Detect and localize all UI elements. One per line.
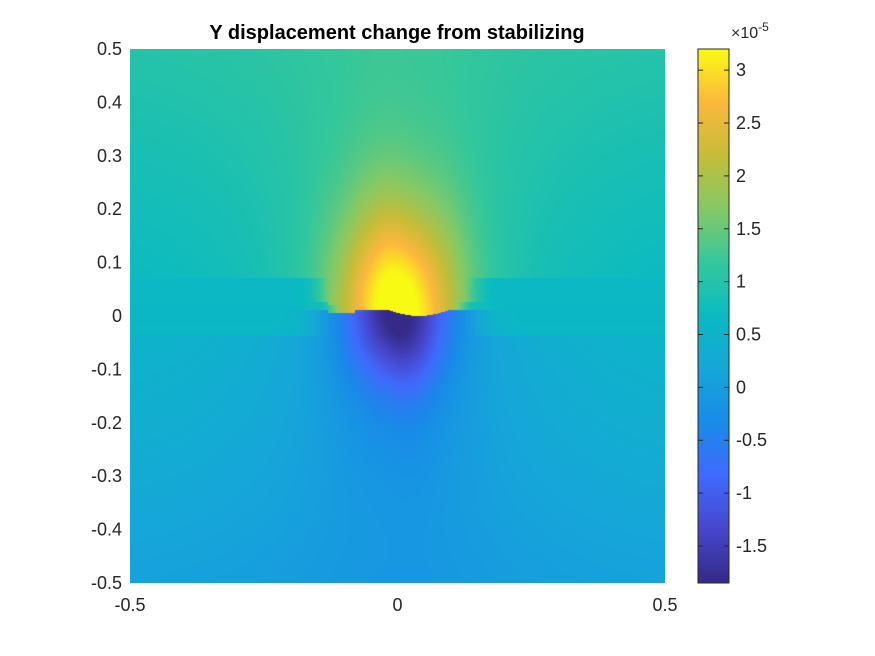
y-tick-label: -0.2	[91, 413, 122, 433]
chart-title: Y displacement change from stabilizing	[209, 22, 584, 44]
colorbar-scale	[697, 48, 730, 584]
colorbar: 3 2.5 2 1.5 1 0.5 0 -0.5 -1 -1.5 ×10-5	[697, 20, 769, 584]
y-tick-label: -0.5	[91, 573, 122, 593]
colorbar-tick-label: -1.5	[736, 536, 767, 556]
y-tick-label: 0.1	[97, 253, 122, 273]
colorbar-tick-label: 0	[736, 377, 746, 397]
y-tick-label: 0.3	[97, 146, 122, 166]
heatmap-image-wrapper	[130, 49, 665, 583]
y-tick-label: 0.5	[97, 39, 122, 59]
y-axis-ticks: 0.5 0.4 0.3 0.2 0.1 0 -0.1 -0.2 -0.3 -0.4 -0.5	[91, 39, 122, 593]
y-tick-label: 0	[112, 306, 122, 326]
colorbar-tick-label: -1	[736, 483, 752, 503]
colorbar-tick-label: -0.5	[736, 430, 767, 450]
y-tick-label: -0.3	[91, 466, 122, 486]
y-tick-label: -0.1	[91, 359, 122, 379]
colorbar-exponent-base: ×10	[731, 25, 758, 42]
colorbar-tick-label: 3	[736, 60, 746, 80]
colorbar-exponent-power: -5	[758, 20, 769, 34]
colorbar-tick-label: 2.5	[736, 113, 761, 133]
heatmap-image	[130, 49, 665, 583]
x-tick-label: -0.5	[114, 595, 145, 615]
y-tick-label: -0.4	[91, 520, 122, 540]
colorbar-ticks: 3 2.5 2 1.5 1 0.5 0 -0.5 -1 -1.5	[698, 60, 767, 556]
colorbar-exponent: ×10-5	[731, 20, 769, 42]
x-tick-label: 0	[392, 595, 402, 615]
x-axis-ticks: -0.5 0 0.5	[114, 595, 677, 615]
y-tick-label: 0.2	[97, 199, 122, 219]
colorbar-tick-label: 1	[736, 272, 746, 292]
colorbar-tick-label: 2	[736, 166, 746, 186]
x-tick-label: 0.5	[652, 595, 677, 615]
colorbar-tick-label: 0.5	[736, 325, 761, 345]
y-tick-label: 0.4	[97, 92, 122, 112]
plot-area	[130, 49, 665, 583]
colorbar-tick-label: 1.5	[736, 219, 761, 239]
